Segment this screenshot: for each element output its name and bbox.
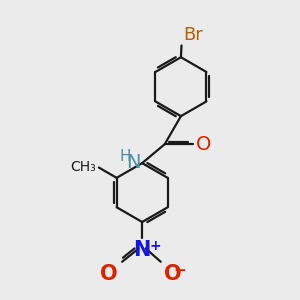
Text: CH₃: CH₃ — [71, 160, 97, 174]
Text: O: O — [100, 264, 117, 284]
Text: O: O — [196, 135, 212, 154]
Text: N: N — [126, 153, 141, 172]
Text: O: O — [164, 264, 182, 284]
Text: −: − — [174, 263, 186, 278]
Text: +: + — [149, 239, 161, 253]
Text: N: N — [134, 240, 151, 260]
Text: H: H — [119, 149, 131, 164]
Text: Br: Br — [183, 26, 203, 44]
